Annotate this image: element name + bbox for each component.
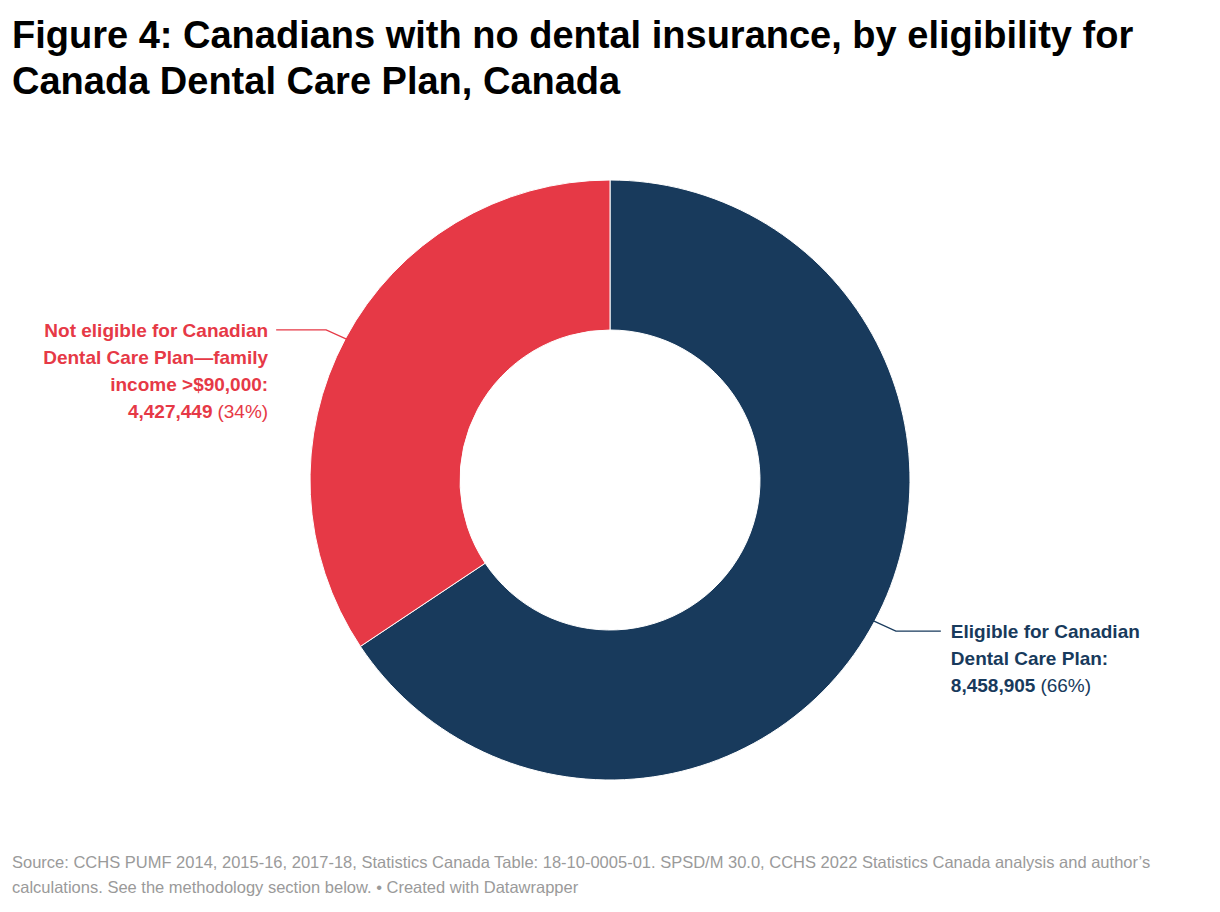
slice-label-line: Dental Care Plan: [951, 648, 1108, 669]
value-label: 4,427,449(34%) [128, 401, 268, 422]
value-percent: (34%) [217, 401, 268, 422]
value-percent: (66%) [1040, 675, 1091, 696]
leader-line [276, 330, 348, 340]
value-label: 8,458,905(66%) [951, 675, 1091, 696]
source-line: Source: CCHS PUMF 2014, 2015-16, 2017-18… [12, 853, 1150, 871]
source-line: calculations. See the methodology sectio… [12, 878, 579, 896]
slice-label-line: income >$90,000: [110, 374, 268, 395]
slice [310, 180, 610, 646]
slice-label: Eligible for Canadian Dental Care Plan: [951, 621, 1140, 669]
title-line: Figure 4: Canadians with no dental insur… [12, 14, 1133, 56]
donut [310, 180, 910, 780]
slice-label-line: Dental Care Plan—family [43, 347, 268, 368]
slice-label: Not eligible for Canadian Dental Care Pla… [43, 320, 268, 395]
chart: Figure 4: Canadians with no dental insur… [0, 0, 1220, 912]
leader-line [872, 620, 941, 631]
slice-label-line: Not eligible for Canadian [44, 320, 268, 341]
title-line: Canada Dental Care Plan, Canada [12, 60, 621, 102]
labels: Eligible for Canadian Dental Care Plan: 8,… [43, 320, 1140, 696]
slice-label-line: Eligible for Canadian [951, 621, 1140, 642]
value-count: 4,427,449 [128, 401, 213, 422]
title: Figure 4: Canadians with no dental insur… [12, 14, 1133, 102]
value-count: 8,458,905 [951, 675, 1036, 696]
source: Source: CCHS PUMF 2014, 2015-16, 2017-18… [12, 853, 1150, 896]
